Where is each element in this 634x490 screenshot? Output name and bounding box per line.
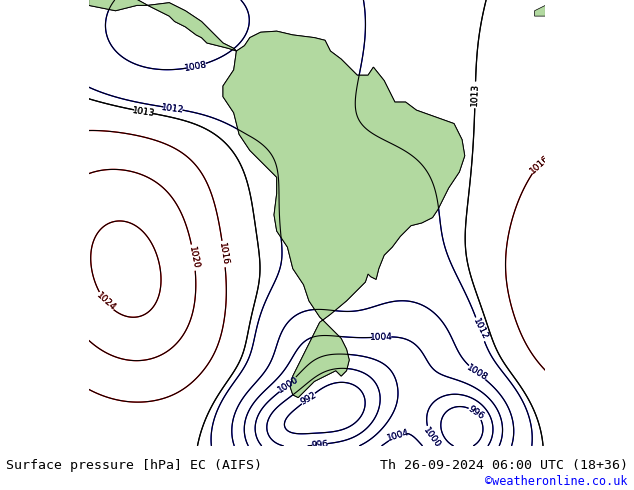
Text: 1012: 1012 xyxy=(471,317,489,342)
Text: 1013: 1013 xyxy=(132,106,155,118)
Text: 1024: 1024 xyxy=(94,291,117,313)
Polygon shape xyxy=(89,0,148,11)
Text: 1016: 1016 xyxy=(527,153,551,175)
Text: 1004: 1004 xyxy=(370,332,393,342)
Text: 1000: 1000 xyxy=(422,426,442,450)
Text: 992: 992 xyxy=(299,391,318,407)
Text: 996: 996 xyxy=(466,404,485,421)
Text: 1008: 1008 xyxy=(184,60,209,73)
Text: 1004: 1004 xyxy=(385,428,410,443)
Text: 1016: 1016 xyxy=(217,242,230,266)
Text: 1016: 1016 xyxy=(527,153,551,175)
Text: 1004: 1004 xyxy=(385,428,410,443)
Text: 1016: 1016 xyxy=(217,242,230,266)
Polygon shape xyxy=(223,31,465,397)
Text: 1020: 1020 xyxy=(187,245,200,270)
Text: 1000: 1000 xyxy=(276,375,300,394)
Text: 996: 996 xyxy=(311,439,329,450)
Text: Surface pressure [hPa] EC (AIFS): Surface pressure [hPa] EC (AIFS) xyxy=(6,459,262,472)
Polygon shape xyxy=(148,2,236,51)
Text: 996: 996 xyxy=(311,439,329,450)
Text: 992: 992 xyxy=(299,391,318,407)
Text: 1008: 1008 xyxy=(184,60,209,73)
Text: Th 26-09-2024 06:00 UTC (18+36): Th 26-09-2024 06:00 UTC (18+36) xyxy=(380,459,628,472)
Text: 1013: 1013 xyxy=(470,83,480,106)
Text: 1020: 1020 xyxy=(187,245,200,270)
Text: 1012: 1012 xyxy=(161,102,185,114)
Text: 1013: 1013 xyxy=(470,83,480,106)
Polygon shape xyxy=(223,31,465,397)
Text: ©weatheronline.co.uk: ©weatheronline.co.uk xyxy=(485,475,628,488)
Text: 1008: 1008 xyxy=(465,363,489,383)
Text: 1024: 1024 xyxy=(94,291,117,313)
Text: 1004: 1004 xyxy=(370,332,393,342)
Text: 1000: 1000 xyxy=(276,375,300,394)
Text: 1012: 1012 xyxy=(161,102,185,114)
Polygon shape xyxy=(534,5,545,16)
Text: 1013: 1013 xyxy=(132,106,155,118)
Text: 1008: 1008 xyxy=(465,363,489,383)
Text: 1000: 1000 xyxy=(422,426,442,450)
Text: 996: 996 xyxy=(466,404,485,421)
Polygon shape xyxy=(89,0,148,11)
Polygon shape xyxy=(148,2,236,51)
Text: 1012: 1012 xyxy=(471,317,489,342)
